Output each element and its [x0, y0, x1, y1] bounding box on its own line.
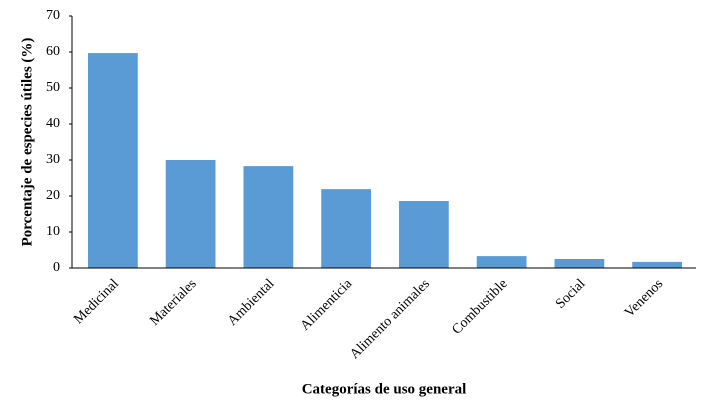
- x-tick-label: Alimenticia: [298, 276, 356, 334]
- y-axis-title: Porcentaje de especies útiles (%): [19, 38, 35, 247]
- bar: [398, 201, 449, 268]
- bar: [632, 261, 683, 268]
- y-tick-label: 10: [46, 224, 60, 239]
- bar: [87, 53, 138, 268]
- y-tick-label: 30: [46, 152, 60, 167]
- x-tick-label: Social: [553, 276, 588, 311]
- bar: [476, 256, 527, 268]
- y-tick-label: 50: [46, 80, 60, 95]
- bar: [243, 166, 294, 268]
- bar: [165, 160, 216, 268]
- x-tick-label: Materiales: [147, 276, 199, 328]
- x-tick-label: Venenos: [622, 276, 666, 320]
- x-tick-label: Ambiental: [225, 276, 277, 328]
- y-tick-label: 70: [46, 8, 60, 23]
- y-tick-label: 40: [46, 116, 60, 131]
- bar: [554, 259, 605, 268]
- x-tick-label: Medicinal: [71, 276, 122, 327]
- x-tick-label: Alimento animales: [347, 276, 433, 362]
- y-tick-label: 20: [46, 188, 60, 203]
- y-tick-label: 0: [53, 260, 60, 275]
- x-tick-label: Combustible: [450, 276, 511, 337]
- x-axis-title: Categorías de uso general: [302, 381, 467, 397]
- bar: [321, 189, 372, 268]
- y-tick-label: 60: [46, 44, 60, 59]
